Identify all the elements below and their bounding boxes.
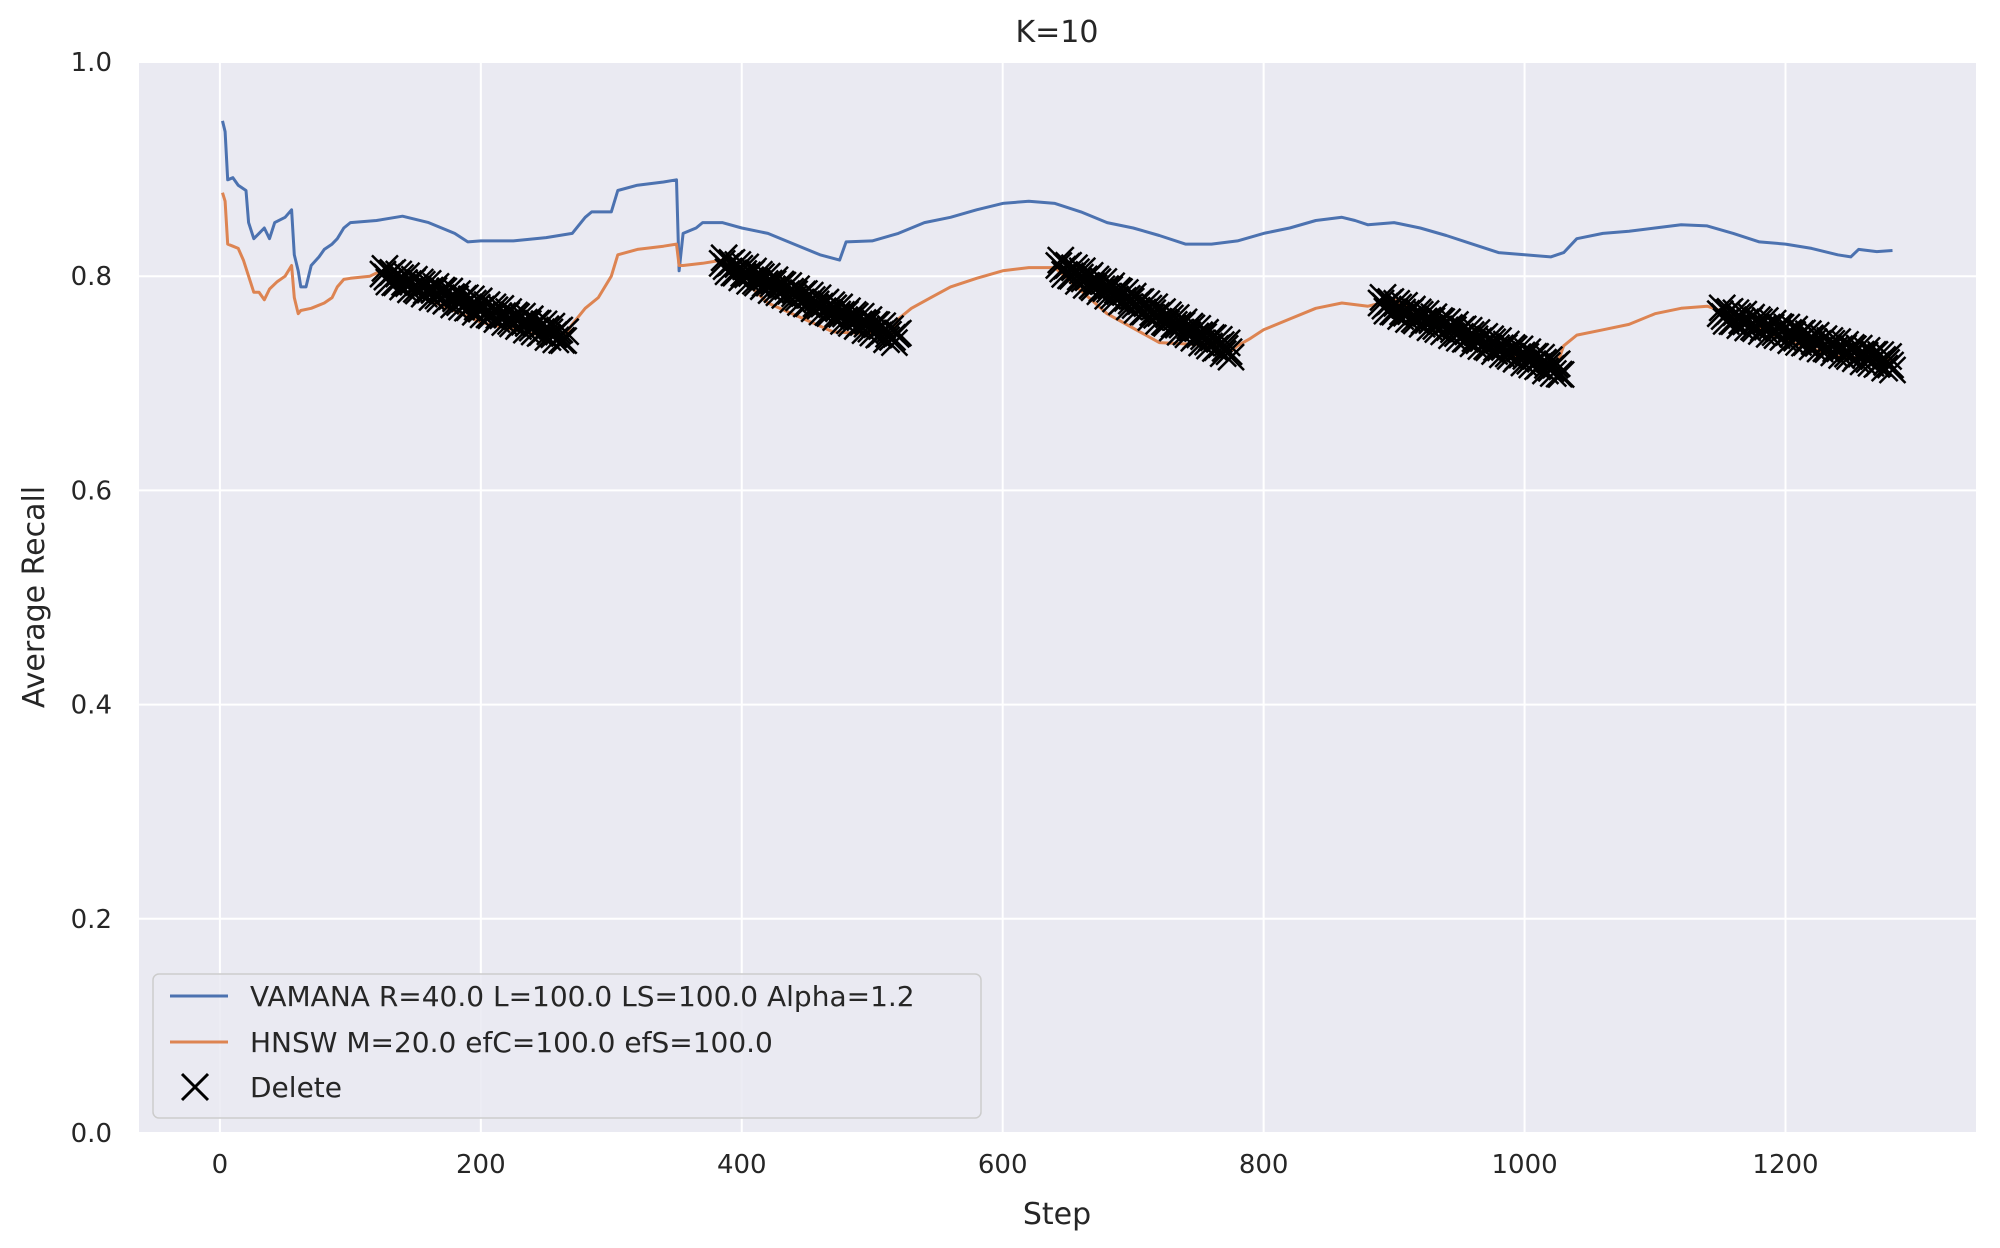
y-axis-label: Average Recall xyxy=(17,486,52,708)
y-tick-label: 0.4 xyxy=(71,691,112,721)
x-tick-label: 800 xyxy=(1239,1150,1289,1180)
x-tick-label: 1000 xyxy=(1491,1150,1557,1180)
legend-hnsw-label: HNSW M=20.0 efC=100.0 efS=100.0 xyxy=(250,1026,773,1059)
delete-marker xyxy=(1870,354,1899,382)
legend-delete-marker xyxy=(180,1072,210,1102)
delete-marker xyxy=(1878,356,1907,384)
x-tick-labels: 0 200 400 600 800 1000 1200 xyxy=(212,1150,1819,1180)
legend: VAMANA R=40.0 L=100.0 LS=100.0 Alpha=1.2… xyxy=(152,973,982,1119)
legend-delete-label: Delete xyxy=(250,1071,342,1104)
delete-marker xyxy=(1215,337,1243,366)
delete-marker xyxy=(549,326,578,355)
chart-title: K=10 xyxy=(1016,15,1099,50)
delete-marker xyxy=(1209,339,1238,368)
legend-box xyxy=(152,973,982,1119)
x-tick-label: 1200 xyxy=(1752,1150,1818,1180)
y-tick-label: 0.0 xyxy=(71,1119,112,1149)
delete-marker xyxy=(880,328,909,357)
y-tick-label: 0.8 xyxy=(71,262,112,292)
x-axis-label: Step xyxy=(1023,1197,1091,1232)
y-tick-label: 0.2 xyxy=(71,905,112,935)
x-tick-label: 0 xyxy=(212,1150,229,1180)
delete-marker xyxy=(884,319,913,348)
x-tick-label: 600 xyxy=(978,1150,1028,1180)
x-tick-label: 400 xyxy=(717,1150,767,1180)
y-tick-label: 0.6 xyxy=(71,476,112,506)
y-tick-labels: 0.0 0.2 0.4 0.6 0.8 1.0 xyxy=(71,48,112,1149)
delete-marker xyxy=(1217,343,1245,372)
delete-marker xyxy=(1876,351,1905,379)
delete-marker xyxy=(545,316,574,344)
y-tick-label: 1.0 xyxy=(71,48,112,78)
series-line-vamana xyxy=(221,120,1893,289)
delete-marker xyxy=(551,317,580,346)
delete-marker xyxy=(1539,359,1568,388)
legend-vamana-label: VAMANA R=40.0 L=100.0 LS=100.0 Alpha=1.2 xyxy=(250,980,915,1013)
x-tick-label: 200 xyxy=(456,1150,506,1180)
delete-marker xyxy=(1543,349,1572,378)
delete-marker xyxy=(1547,360,1575,389)
plot-background xyxy=(139,62,1976,1133)
delete-markers xyxy=(369,243,1907,389)
